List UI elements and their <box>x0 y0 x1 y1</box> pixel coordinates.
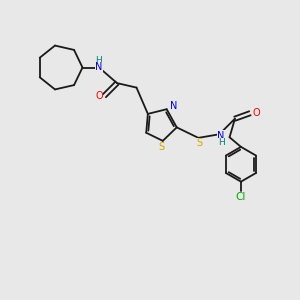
Text: H: H <box>96 56 102 65</box>
Text: Cl: Cl <box>236 192 246 202</box>
Text: N: N <box>95 62 103 73</box>
Text: H: H <box>218 138 224 147</box>
Text: O: O <box>253 108 260 118</box>
Text: O: O <box>95 91 103 101</box>
Text: S: S <box>158 142 164 152</box>
Text: N: N <box>218 131 225 141</box>
Text: S: S <box>197 138 203 148</box>
Text: N: N <box>169 101 177 111</box>
